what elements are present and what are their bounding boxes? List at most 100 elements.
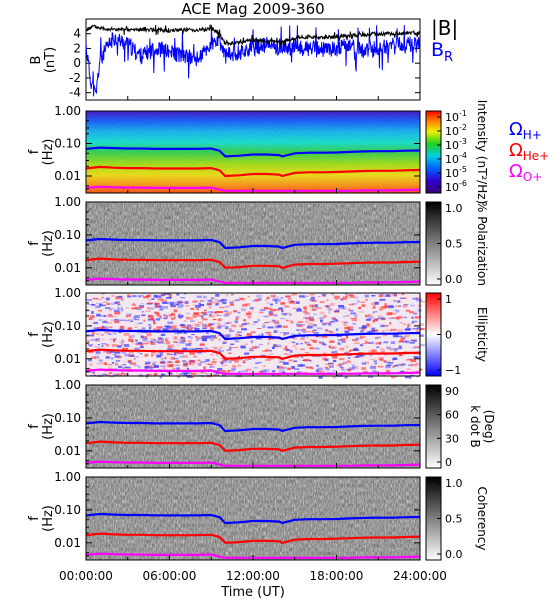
ellipticity-speckle (128, 355, 132, 357)
ellipticity-speckle (196, 348, 203, 350)
ellipticity-speckle (231, 368, 236, 371)
ellipticity-speckle (349, 349, 355, 351)
ellipticity-speckle (386, 364, 392, 366)
ellipticity-speckle (313, 331, 319, 335)
ellipticity-speckle (166, 353, 170, 355)
ellipticity-speckle (390, 375, 396, 379)
freq-tick-label: 0.01 (54, 352, 81, 366)
ellipticity-speckle (332, 375, 337, 379)
ellipticity-speckle (351, 364, 356, 367)
ellipticity-speckle (163, 314, 167, 317)
ellipticity-speckle (348, 294, 354, 296)
ellipticity-speckle (375, 342, 381, 345)
ellipticity-speckle (190, 360, 195, 364)
ellipticity-speckle (108, 314, 112, 316)
ellipticity-speckle (373, 318, 378, 322)
ellipticity-speckle (177, 314, 184, 318)
ellipticity-speckle (185, 343, 192, 347)
ellipticity-speckle (356, 366, 359, 370)
ellipticity-speckle (382, 334, 388, 337)
ellipticity-speckle (172, 367, 176, 370)
legend-omega-o-symbol: Ω (509, 161, 523, 182)
ellipticity-speckle (216, 311, 221, 314)
ellipticity-speckle (289, 321, 294, 324)
ellipticity-speckle (207, 303, 212, 305)
ellipticity-speckle (398, 346, 403, 350)
ellipticity-speckle (302, 316, 307, 320)
freq-ylabel: f (27, 149, 42, 154)
ellipticity-speckle (325, 299, 329, 301)
ellipticity-speckle (235, 316, 240, 319)
colorbar-tick-label: 60 (445, 409, 459, 422)
ellipticity-speckle (223, 313, 226, 316)
ellipticity-speckle (174, 337, 179, 340)
ellipticity-speckle (227, 369, 233, 372)
ellipticity-speckle (185, 361, 188, 363)
ellipticity-speckle (156, 340, 160, 343)
ellipticity-speckle (381, 324, 385, 327)
ellipticity-speckle (356, 300, 360, 303)
ellipticity-speckle (210, 339, 214, 341)
ellipticity-speckle (214, 374, 220, 376)
ellipticity-speckle (332, 370, 337, 372)
ellipticity-speckle (138, 342, 143, 345)
ellipticity-speckle (148, 298, 152, 301)
ellipticity-speckle (165, 324, 171, 327)
ellipticity-speckle (390, 328, 397, 331)
ellipticity-speckle (384, 303, 387, 305)
ellipticity-speckle (218, 348, 221, 351)
ellipticity-speckle (258, 371, 264, 373)
ellipticity-speckle (352, 366, 356, 369)
ellipticity-speckle (412, 328, 418, 330)
ellipticity-speckle (231, 293, 234, 296)
ellipticity-speckle (96, 362, 100, 365)
ellipticity-speckle (205, 363, 209, 365)
ellipticity-speckle (286, 319, 289, 322)
ellipticity-speckle (419, 327, 425, 331)
ellipticity-speckle (271, 373, 275, 377)
ellipticity-speckle (365, 341, 368, 343)
ellipticity-speckle (88, 367, 92, 371)
ellipticity-speckle (287, 297, 292, 301)
ellipticity-speckle (283, 362, 289, 365)
ellipticity-speckle (367, 342, 374, 344)
ellipticity-speckle (379, 298, 386, 301)
ellipticity-speckle (418, 368, 423, 371)
ellipticity-speckle (270, 358, 275, 360)
ellipticity-speckle (150, 342, 156, 345)
ellipticity-speckle (373, 311, 378, 313)
ellipticity-speckle (187, 336, 191, 338)
ellipticity-speckle (324, 363, 331, 365)
ellipticity-speckle (140, 345, 144, 349)
ellipticity-speckle (187, 312, 191, 315)
ellipticity-speckle (317, 371, 323, 373)
ellipticity-speckle (220, 299, 225, 301)
ellipticity-speckle (245, 322, 250, 325)
ellipticity-speckle (153, 328, 159, 331)
ellipticity-speckle (96, 302, 99, 304)
ellipticity-speckle (397, 316, 401, 320)
b-ytick-label: 2 (73, 41, 81, 55)
ellipticity-speckle (192, 360, 196, 363)
ellipticity-speckle (168, 364, 174, 367)
ellipticity-speckle (101, 293, 105, 295)
ellipticity-speckle (167, 348, 173, 350)
ellipticity-speckle (97, 327, 103, 329)
ellipticity-speckle (360, 335, 366, 339)
ellipticity-speckle (358, 373, 361, 376)
ellipticity-speckle (134, 348, 140, 350)
ellipticity-speckle (114, 301, 120, 303)
ellipticity-speckle (319, 301, 325, 303)
ellipticity-speckle (156, 326, 163, 329)
ellipticity-speckle (159, 375, 162, 379)
ellipticity-speckle (320, 319, 323, 323)
ellipticity-speckle (416, 357, 423, 359)
ellipticity-speckle (212, 358, 215, 361)
ellipticity-speckle (305, 317, 311, 320)
ellipticity-speckle (382, 330, 385, 333)
ellipticity-speckle (315, 306, 319, 308)
b-ytick-label: 0 (73, 56, 81, 70)
ellipticity-speckle (358, 306, 361, 310)
ellipticity-speckle (318, 375, 323, 379)
